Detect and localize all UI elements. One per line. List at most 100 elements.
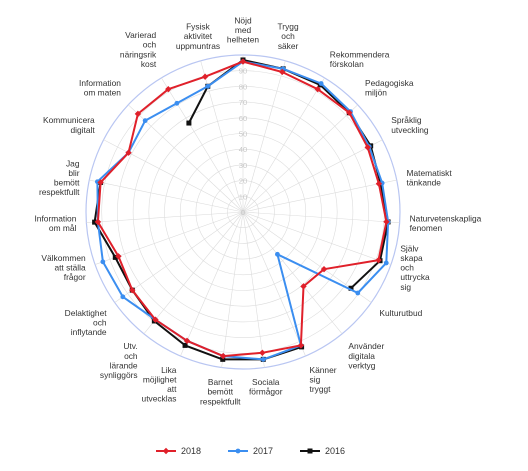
data-point (115, 253, 122, 260)
category-label: Välkommen att ställa frågor (41, 253, 86, 282)
category-label: Naturvetenskapliga fenomen (410, 213, 482, 233)
tick-label: 30 (239, 161, 247, 170)
category-label: Rekommendera förskolan (330, 49, 390, 69)
data-series (92, 57, 391, 362)
grid-spoke (86, 211, 244, 224)
legend-item-2016: 2016 (300, 446, 345, 456)
data-point (259, 349, 266, 357)
legend-label: 2016 (325, 446, 345, 456)
data-point (220, 356, 226, 362)
series-line (96, 60, 388, 358)
category-label: Jag blir bemött respektfullt (39, 158, 80, 197)
grid-spoke (128, 104, 244, 213)
data-point (275, 251, 280, 257)
grid-spoke (200, 60, 244, 213)
data-point (201, 73, 209, 80)
data-point (129, 286, 136, 294)
tick-label: 70 (239, 98, 247, 107)
data-point (297, 342, 305, 349)
grid-spoke (114, 211, 244, 303)
tick-label: 40 (239, 145, 247, 154)
data-point (314, 85, 321, 93)
category-label: Information om mål (34, 213, 76, 233)
data-point (364, 144, 371, 151)
tick-label: 80 (239, 82, 247, 91)
grid-spoke (242, 211, 265, 368)
data-point (94, 218, 102, 226)
grid-spoke (180, 211, 244, 357)
tick-label: 50 (239, 130, 247, 139)
tick-label: 90 (239, 67, 247, 76)
grid-spoke (221, 211, 244, 368)
data-point (348, 285, 354, 291)
data-point (97, 179, 104, 186)
grid-spoke (161, 77, 244, 213)
grid-spoke (242, 77, 325, 213)
grid-spoke (242, 211, 400, 224)
category-label: Matematiskt tänkande (407, 168, 453, 188)
radial-tick-labels: 0 10 20 30 40 50 60 70 80 90 (239, 67, 247, 217)
grid-spoke (242, 104, 358, 213)
data-point (142, 118, 148, 124)
category-label: Kulturutbud (379, 308, 422, 318)
category-label: Pedagogiska miljön (365, 78, 414, 98)
data-point (320, 265, 328, 273)
legend-item-2018: 2018 (156, 446, 201, 456)
data-point (375, 180, 383, 187)
grid-spoke (242, 211, 306, 357)
category-label: Använder digitala verktyg (348, 341, 384, 370)
data-point (219, 352, 227, 360)
data-point (239, 58, 247, 65)
data-point (279, 68, 286, 76)
category-label: Barnet bemött respektfullt (200, 377, 241, 406)
data-point (300, 283, 307, 290)
category-label: Delaktighet och inflytande (65, 308, 108, 337)
category-label: Utv. och lärande synliggörs (100, 341, 138, 380)
series-line (93, 182, 302, 361)
category-label: Språklig utveckling (391, 115, 429, 135)
grid-spoke (242, 60, 286, 213)
legend-label: 2018 (181, 446, 201, 456)
category-label: Kommunicera digitalt (43, 115, 95, 135)
data-point (346, 109, 353, 116)
legend-label: 2017 (253, 446, 273, 456)
grid-spoke (242, 211, 343, 334)
grid-spoke (242, 211, 392, 265)
data-point (260, 356, 266, 362)
tick-label: 20 (239, 177, 247, 186)
data-point (383, 260, 389, 266)
grid-spoke (89, 179, 244, 213)
grid-spoke (242, 179, 397, 213)
data-point (92, 219, 98, 225)
category-label: Själv skapa och uttrycka sig (400, 243, 430, 291)
series-line (188, 59, 390, 289)
category-label: Varierad och näringsrik kost (120, 30, 157, 69)
category-label: Fysisk aktivitet uppmuntras (176, 22, 220, 51)
data-point (182, 342, 188, 348)
data-point (152, 316, 159, 323)
tick-label: 60 (239, 114, 247, 123)
category-label: Sociala förmågor (249, 377, 283, 397)
data-point (162, 447, 170, 455)
legend: 2018 2017 2016 (156, 446, 345, 456)
data-point (165, 85, 172, 93)
category-labels: Nöjd med helheten Trygg och säker Rekommendera… (34, 15, 481, 406)
data-point (125, 149, 132, 156)
tick-label: 10 (239, 192, 247, 201)
data-point (383, 218, 390, 226)
category-label: Information om maten (79, 78, 121, 98)
data-point (318, 81, 324, 86)
category-label: Trygg och säker (278, 22, 299, 51)
data-point (235, 448, 241, 454)
grid-spoke (103, 139, 244, 213)
legend-item-2017: 2017 (228, 446, 273, 456)
grid-spoke (143, 211, 244, 334)
data-point (355, 290, 361, 296)
data-point (112, 254, 118, 260)
data-point (186, 120, 192, 126)
data-point (100, 259, 106, 265)
category-label: Känner sig tryggt (310, 365, 337, 394)
data-point (134, 110, 142, 118)
data-point (307, 448, 313, 454)
